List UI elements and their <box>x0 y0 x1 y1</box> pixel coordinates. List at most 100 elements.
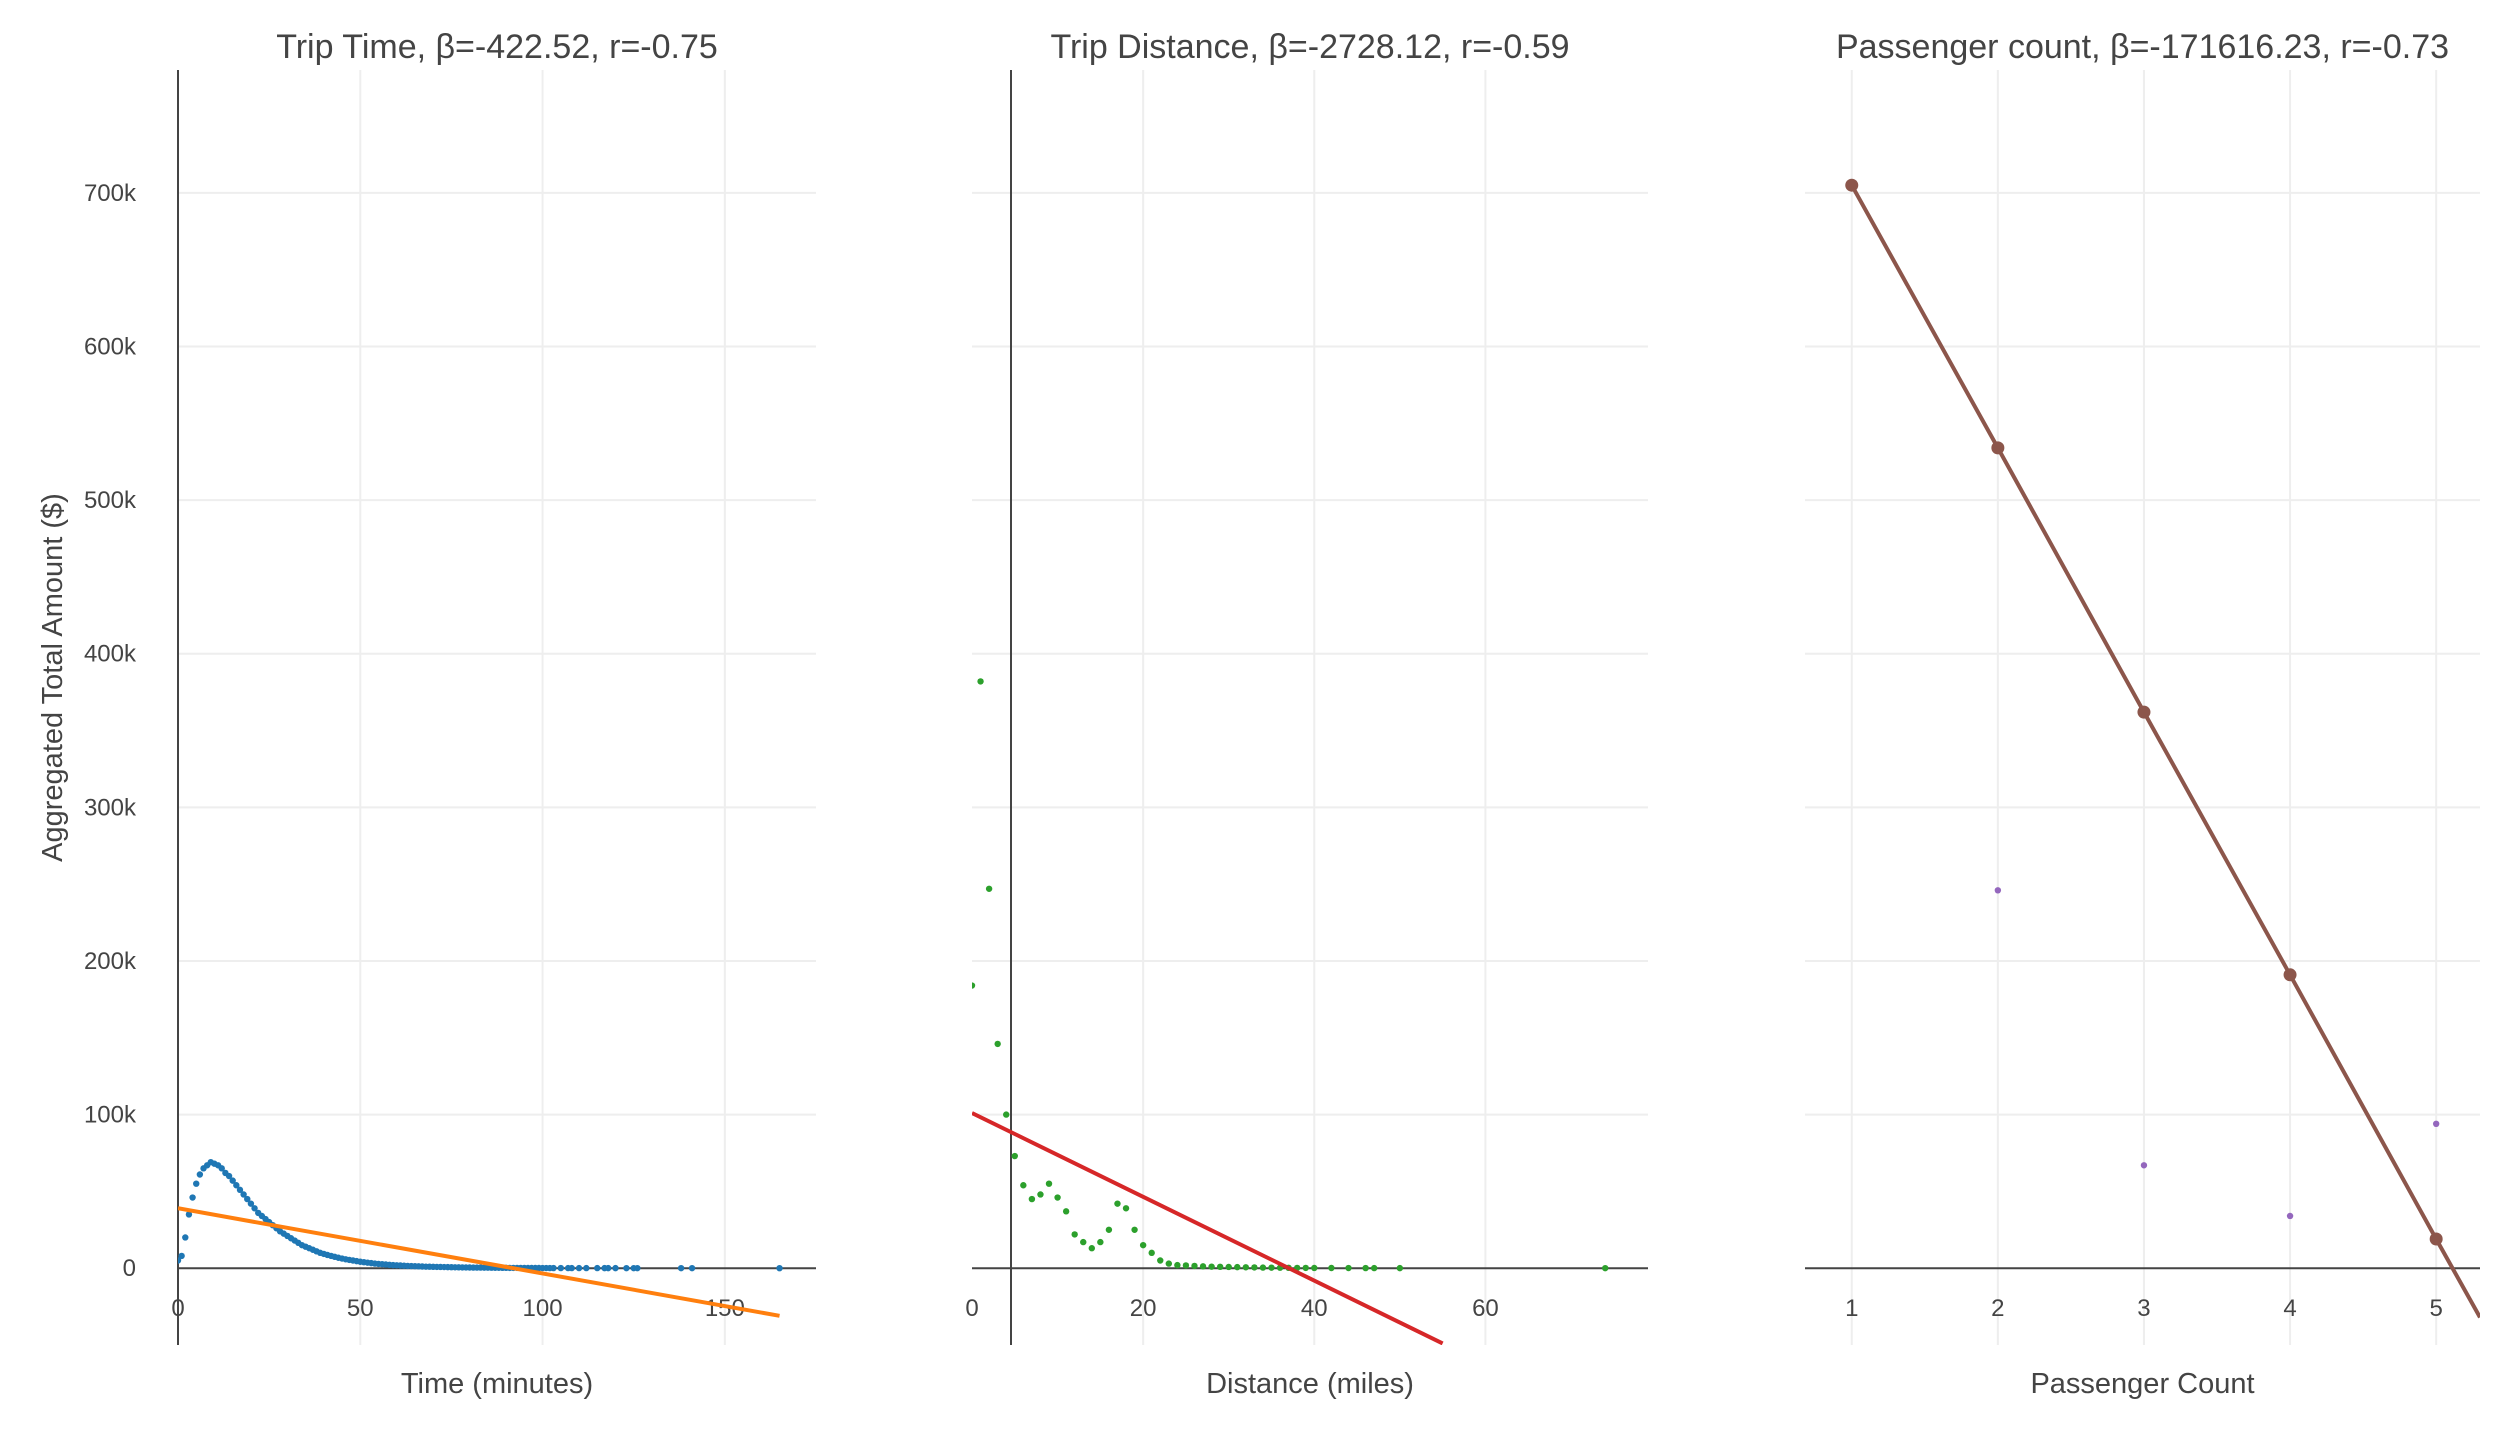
data-point <box>1845 178 1859 192</box>
data-point <box>994 1040 1001 1048</box>
data-point <box>575 1264 583 1272</box>
data-point <box>196 1171 204 1178</box>
data-point <box>1396 1264 1404 1272</box>
data-point <box>677 1264 685 1272</box>
subplot-title: Trip Time, β=-422.52, r=-0.75 <box>276 28 718 66</box>
data-point <box>1370 1264 1378 1272</box>
data-point <box>2140 1162 2148 1169</box>
data-point <box>604 1264 612 1272</box>
data-point <box>623 1264 630 1272</box>
data-point <box>1345 1264 1352 1272</box>
series-line <box>178 1206 780 1318</box>
data-point <box>985 885 993 892</box>
data-point <box>1199 1263 1207 1270</box>
data-point <box>1071 1231 1078 1238</box>
data-point <box>1062 1208 1070 1215</box>
x-tick-label: 20 <box>1130 1295 1157 1322</box>
data-point <box>557 1264 564 1272</box>
data-point <box>1994 887 2002 894</box>
data-point <box>1131 1226 1138 1233</box>
data-point <box>236 1186 244 1194</box>
data-point <box>1234 1263 1241 1271</box>
data-layer <box>1845 178 2480 1319</box>
data-point <box>688 1264 696 1272</box>
data-point <box>1020 1182 1027 1189</box>
data-point <box>2429 1232 2443 1246</box>
data-point <box>1139 1241 1147 1249</box>
data-point <box>1991 441 2005 455</box>
data-point <box>225 1172 233 1180</box>
y-tick-label: 600k <box>84 334 137 361</box>
x-tick-label: 5 <box>2429 1295 2442 1322</box>
data-point <box>550 1264 557 1272</box>
data-point <box>1088 1245 1096 1252</box>
y-tick-label: 700k <box>84 180 137 207</box>
series-line <box>972 1111 1444 1345</box>
data-layer <box>178 1159 783 1318</box>
y-tick-label: 400k <box>84 641 137 668</box>
data-point <box>189 1194 196 1201</box>
data-point <box>1225 1263 1232 1271</box>
data-point <box>1242 1264 1250 1271</box>
data-point <box>2432 1120 2440 1128</box>
data-point <box>977 678 984 685</box>
data-point <box>1045 1180 1053 1187</box>
data-point <box>244 1195 251 1203</box>
data-point <box>1148 1249 1155 1257</box>
y-tick-label: 100k <box>84 1102 137 1129</box>
data-point <box>1259 1264 1267 1271</box>
data-point <box>1311 1264 1318 1272</box>
data-point <box>1105 1226 1113 1233</box>
x-tick-label: 0 <box>965 1295 978 1322</box>
subplot-1: Trip Time, β=-422.52, r=-0.750 50 100 15001… <box>37 28 816 1400</box>
data-point <box>229 1177 236 1184</box>
data-point <box>1080 1238 1087 1246</box>
x-tick-label: 3 <box>2137 1295 2150 1322</box>
data-point <box>1122 1205 1130 1212</box>
x-tick-label: 2 <box>1991 1295 2004 1322</box>
subplot-title: Passenger count, β=-171616.23, r=-0.73 <box>1836 28 2449 66</box>
series-line <box>1850 184 2480 1319</box>
data-point <box>1157 1257 1164 1264</box>
data-point <box>178 1257 182 1264</box>
data-layer <box>972 678 1609 1345</box>
data-point <box>1165 1260 1173 1267</box>
subplot-2: Trip Distance, β=-2728.12, r=-0.59 0 20 40 6… <box>965 28 1648 1400</box>
data-point <box>1028 1195 1036 1203</box>
data-point <box>1251 1264 1258 1271</box>
data-point <box>2283 968 2297 982</box>
data-point <box>251 1205 258 1212</box>
data-point <box>193 1180 200 1187</box>
x-tick-label: 40 <box>1301 1295 1328 1322</box>
data-point <box>1174 1261 1181 1269</box>
x-axis-title: Distance (miles) <box>1206 1368 1414 1400</box>
data-point <box>1011 1152 1018 1160</box>
y-tick-label: 500k <box>84 487 137 514</box>
data-point <box>1362 1264 1369 1272</box>
data-point <box>1208 1263 1215 1270</box>
x-tick-label: 0 <box>171 1295 184 1322</box>
x-tick-label: 60 <box>1472 1295 1499 1322</box>
y-tick-label: 0 <box>123 1255 136 1282</box>
data-point <box>1602 1264 1609 1272</box>
data-point <box>1191 1262 1198 1270</box>
x-axis-title: Time (minutes) <box>401 1368 593 1400</box>
y-axis-title: Aggregated Total Amount ($) <box>37 493 69 862</box>
data-point <box>2286 1212 2294 1220</box>
x-tick-label: 100 <box>523 1295 563 1322</box>
data-point <box>1097 1238 1104 1246</box>
data-point <box>1037 1191 1044 1198</box>
data-point <box>1302 1264 1309 1272</box>
data-point <box>776 1264 783 1272</box>
y-tick-label: 200k <box>84 948 137 975</box>
data-point <box>240 1191 247 1198</box>
subplot-title: Trip Distance, β=-2728.12, r=-0.59 <box>1050 28 1569 66</box>
data-point <box>218 1165 225 1172</box>
data-point <box>1182 1262 1190 1269</box>
subplot-3: Passenger count, β=-171616.23, r=-0.73 1 2… <box>1805 28 2480 1400</box>
data-point <box>247 1200 255 1207</box>
data-point <box>1268 1264 1275 1271</box>
data-point <box>178 1252 185 1260</box>
